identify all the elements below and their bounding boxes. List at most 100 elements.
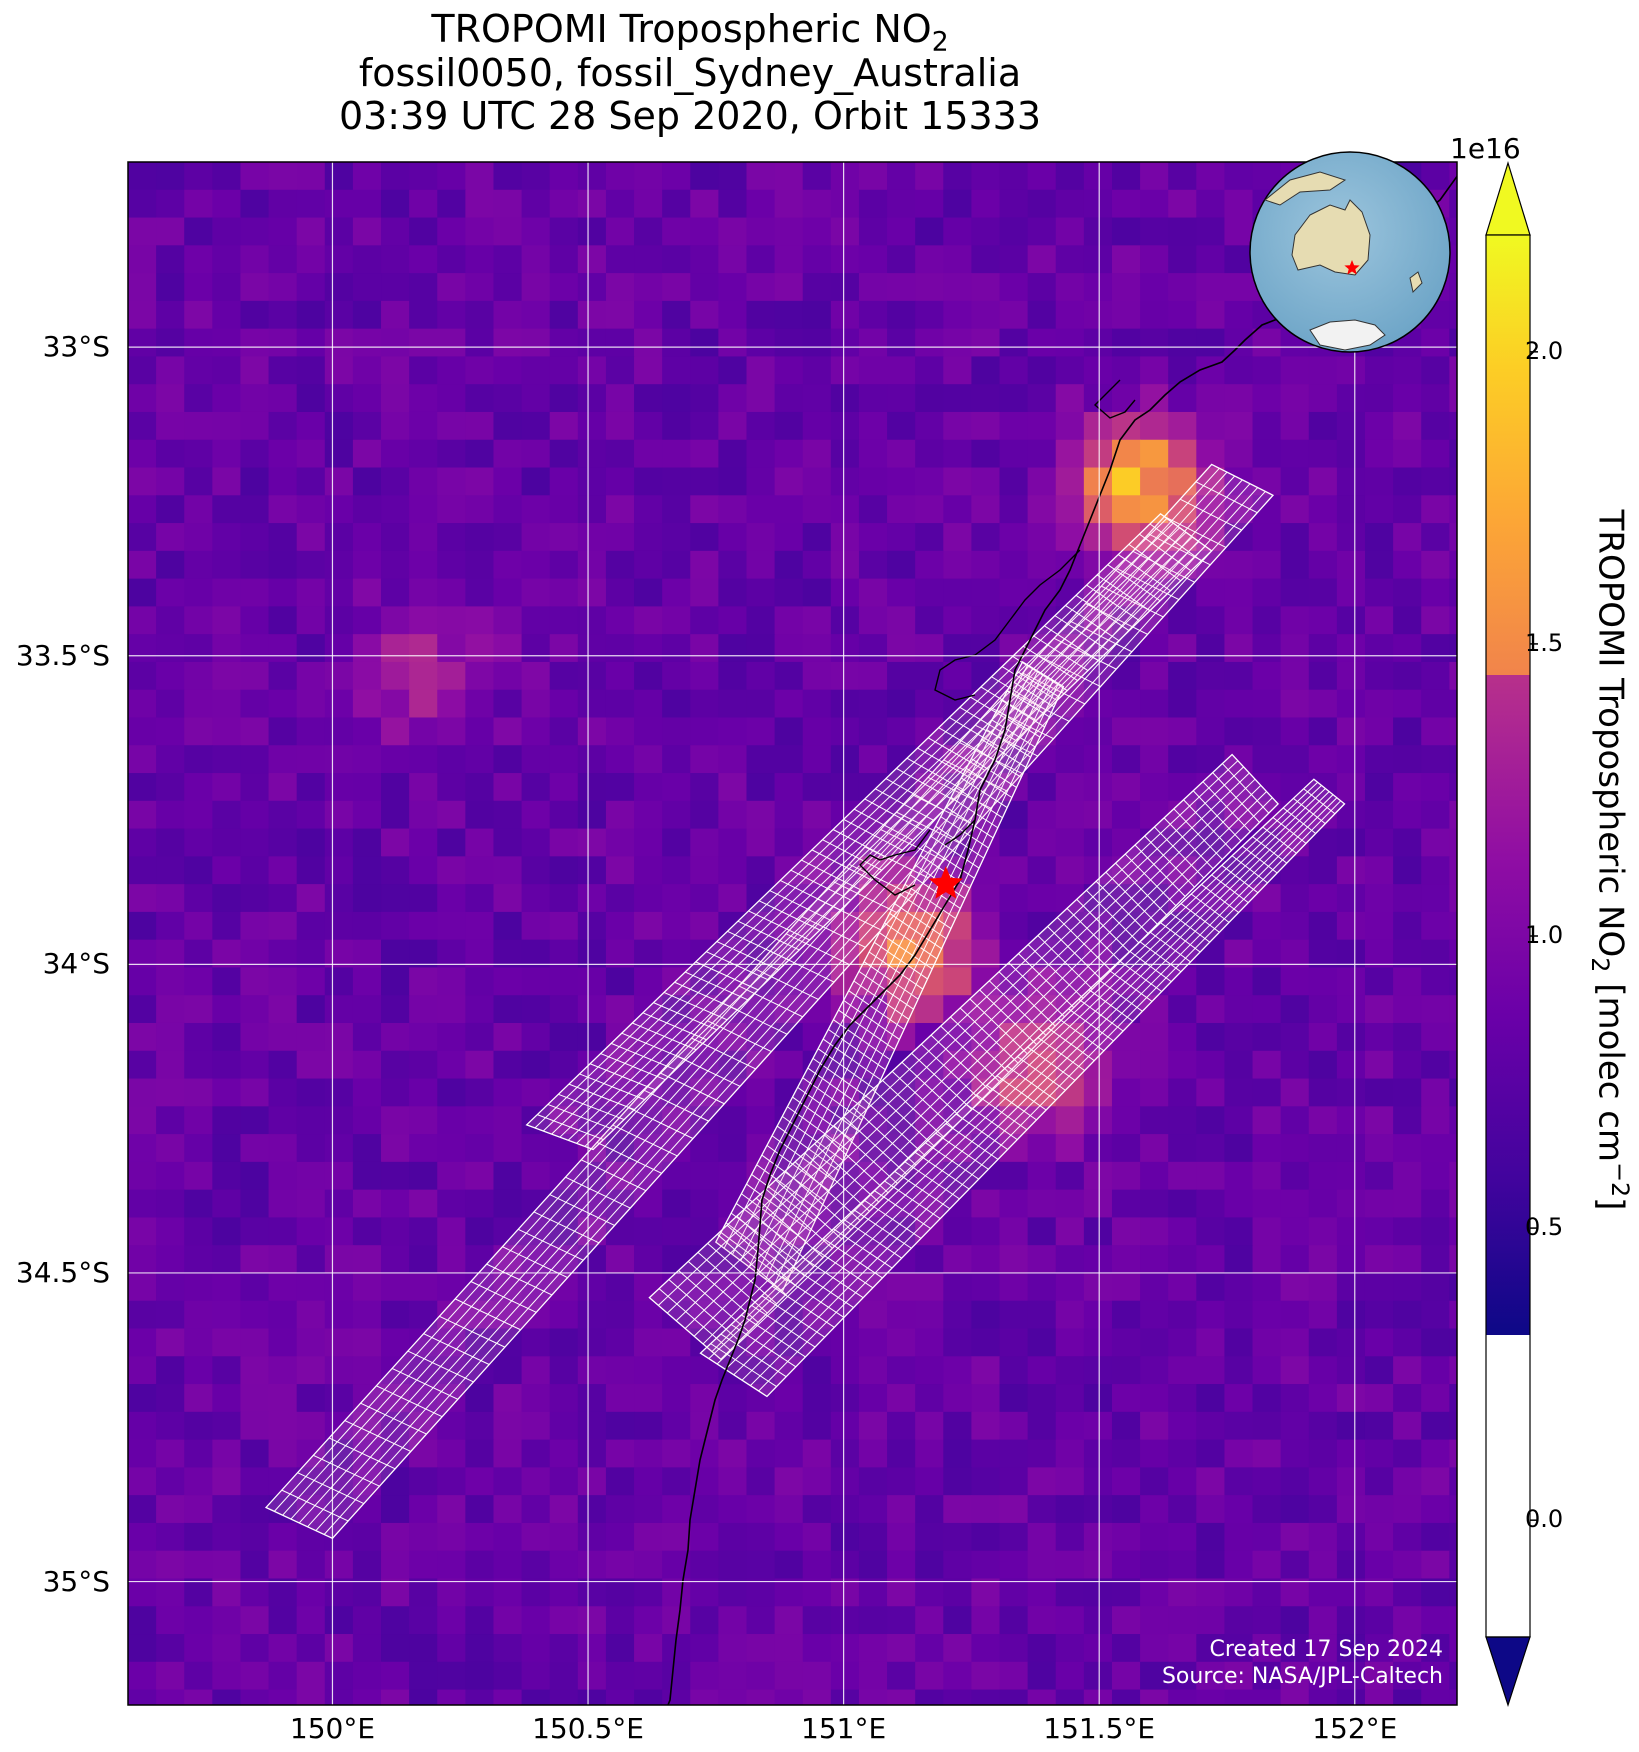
- no2-pixel: [915, 495, 944, 524]
- no2-pixel: [774, 1022, 804, 1052]
- no2-pixel: [1168, 1328, 1197, 1357]
- swath-grid-line: [817, 1048, 877, 1091]
- no2-pixel: [493, 1606, 523, 1635]
- no2-pixel: [887, 1300, 916, 1330]
- no2-pixel: [718, 1495, 748, 1524]
- no2-pixel: [1055, 1245, 1085, 1274]
- no2-pixel: [1224, 578, 1254, 607]
- colorbar: [1485, 160, 1538, 1707]
- no2-pixel: [381, 1245, 410, 1274]
- no2-pixel: [1449, 1217, 1457, 1246]
- swath-grid-line: [822, 1237, 883, 1279]
- credit-source: Source: NASA/JPL-Caltech: [1161, 1664, 1443, 1689]
- no2-pixel: [718, 328, 748, 358]
- no2-pixel: [1027, 1106, 1057, 1135]
- no2-pixel: [1280, 1661, 1310, 1691]
- no2-pixel: [437, 828, 466, 857]
- swath-grid-line: [741, 1314, 806, 1358]
- no2-pixel: [1364, 828, 1394, 857]
- no2-pixel: [1449, 939, 1457, 969]
- no2-pixel: [1224, 1467, 1254, 1496]
- no2-pixel: [324, 800, 354, 830]
- no2-pixel: [465, 189, 495, 219]
- swath-grid-line: [981, 738, 1027, 768]
- no2-pixel: [1224, 1495, 1254, 1524]
- no2-pixel: [1168, 1634, 1197, 1663]
- no2-pixel: [634, 1217, 663, 1246]
- no2-pixel: [381, 856, 410, 885]
- no2-pixel: [156, 439, 185, 469]
- no2-pixel: [971, 1328, 1001, 1357]
- no2-pixel: [1224, 1717, 1253, 1745]
- no2-pixel: [437, 439, 466, 469]
- no2-pixel: [1421, 523, 1450, 552]
- no2-pixel: [324, 384, 354, 413]
- no2-pixel: [296, 1161, 326, 1191]
- no2-pixel: [605, 384, 635, 413]
- no2-pixel: [324, 1050, 354, 1080]
- no2-pixel: [156, 189, 185, 219]
- swath-grid-line: [1272, 817, 1307, 844]
- no2-pixel: [1280, 523, 1310, 552]
- swath-grid-line: [862, 1098, 926, 1157]
- no2-pixel: [409, 495, 438, 524]
- no2-pixel: [634, 1467, 663, 1496]
- no2-pixel: [1111, 1661, 1141, 1691]
- no2-pixel: [718, 773, 748, 802]
- no2-pixel: [943, 634, 973, 663]
- no2-pixel: [352, 300, 382, 330]
- no2-pixel: [156, 967, 185, 996]
- no2-pixel: [156, 1411, 185, 1441]
- no2-pixel: [1393, 745, 1422, 774]
- no2-pixel: [409, 1022, 438, 1052]
- no2-pixel: [1252, 1606, 1282, 1635]
- no2-pixel: [1308, 1161, 1338, 1191]
- no2-pixel: [690, 1134, 719, 1163]
- no2-pixel: [830, 1689, 860, 1705]
- no2-pixel: [1055, 162, 1085, 191]
- no2-pixel: [212, 495, 242, 524]
- no2-pixel: [128, 911, 157, 941]
- no2-pixel: [634, 273, 663, 302]
- no2-pixel: [634, 245, 663, 274]
- no2-pixel: [1083, 1161, 1113, 1191]
- swath-grid-line: [785, 1170, 852, 1231]
- swath-grid-line: [1129, 950, 1172, 983]
- no2-pixel: [1252, 1328, 1282, 1357]
- no2-pixel: [1393, 1384, 1422, 1413]
- no2-pixel: [662, 745, 691, 774]
- no2-pixel: [1140, 1634, 1169, 1663]
- no2-pixel: [915, 328, 944, 358]
- no2-pixel: [774, 411, 804, 441]
- no2-pixel: [268, 856, 298, 885]
- no2-pixel: [662, 1439, 691, 1468]
- no2-pixel: [634, 1272, 663, 1302]
- no2-pixel: [1196, 217, 1226, 246]
- no2-pixel: [381, 245, 410, 274]
- no2-pixel: [324, 606, 354, 635]
- swath-grid-line: [1096, 574, 1151, 612]
- graticule: [128, 162, 1457, 1705]
- no2-pixel: [1055, 273, 1085, 302]
- no2-pixel: [634, 773, 663, 802]
- no2-pixel: [943, 1106, 973, 1135]
- no2-pixel: [1393, 439, 1422, 469]
- no2-pixel: [268, 1161, 298, 1191]
- no2-pixel: [296, 939, 326, 969]
- no2-pixel: [1224, 411, 1254, 441]
- no2-pixel: [999, 1495, 1029, 1524]
- no2-pixel: [128, 217, 157, 246]
- no2-pixel: [1027, 245, 1057, 274]
- no2-pixel: [381, 273, 410, 302]
- no2-pixel: [1308, 467, 1338, 496]
- no2-pixel: [268, 578, 298, 607]
- no2-pixel: [662, 411, 691, 441]
- no2-pixel: [662, 717, 691, 746]
- no2-pixel: [746, 578, 776, 607]
- no2-pixel: [240, 1550, 270, 1580]
- no2-pixel: [184, 1106, 213, 1135]
- no2-pixel: [521, 1439, 551, 1468]
- no2-pixel: [1252, 856, 1282, 885]
- no2-pixel: [324, 1606, 354, 1635]
- no2-pixel: [437, 523, 466, 552]
